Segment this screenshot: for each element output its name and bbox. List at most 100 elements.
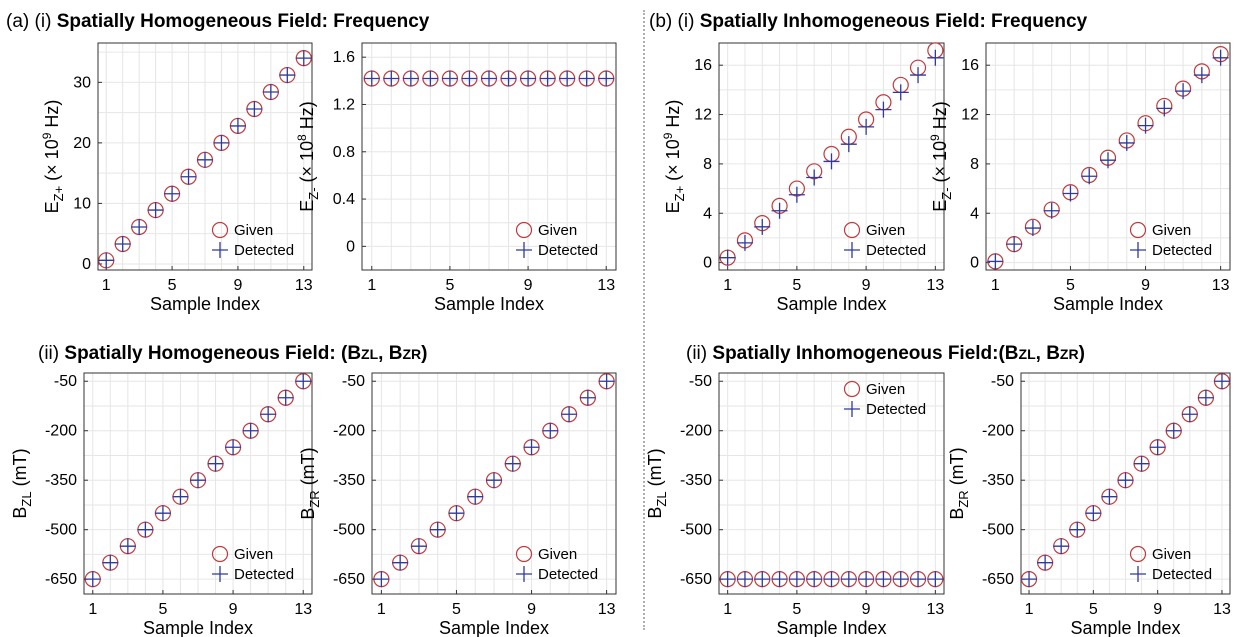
- x-tick-label: 1: [723, 277, 732, 294]
- legend: Given Detected: [211, 221, 294, 259]
- detected-point: [1197, 389, 1214, 406]
- detected-point: [927, 571, 944, 588]
- x-tick-label: 1: [723, 601, 732, 618]
- detected-point: [561, 406, 578, 423]
- detected-point: [858, 571, 875, 588]
- detected-point: [1165, 422, 1182, 439]
- y-axis-label: BZR (mT): [947, 447, 971, 519]
- detected-point: [295, 50, 312, 67]
- x-tick-label: 5: [792, 277, 801, 294]
- x-axis-label: Sample Index: [143, 618, 253, 637]
- detected-point: [987, 253, 1004, 270]
- detected-point: [1156, 100, 1173, 117]
- section-sub-label: (i): [34, 11, 52, 32]
- x-tick-label: 9: [233, 277, 242, 294]
- x-tick-label: 13: [926, 277, 944, 294]
- legend-label: Given: [1152, 546, 1191, 563]
- x-axis-label: Sample Index: [776, 294, 886, 314]
- x-tick-label: 5: [792, 601, 801, 618]
- detected-point: [1101, 488, 1118, 505]
- detected-point: [1081, 168, 1098, 185]
- legend-label: Given: [1152, 222, 1191, 239]
- plot-frame: [718, 372, 945, 595]
- x-axis-label: Sample Index: [776, 618, 886, 637]
- detected-point: [771, 202, 788, 219]
- detected-point: [910, 67, 927, 84]
- legend-label: Given: [234, 222, 273, 239]
- detected-point: [504, 455, 521, 472]
- detected-point: [579, 389, 596, 406]
- detected-point: [788, 571, 805, 588]
- x-tick-label: 13: [1213, 601, 1231, 618]
- section-sub-label: (ii): [686, 343, 708, 364]
- detected-point: [164, 185, 181, 202]
- detected-point: [154, 505, 171, 522]
- detected-point: [910, 571, 927, 588]
- detected-point: [461, 70, 478, 87]
- section-title-a-ii: (ii) Spatially Homogeneous Field: (BZL, …: [38, 342, 427, 366]
- x-tick-label: 13: [597, 277, 615, 294]
- detected-point: [1149, 439, 1166, 456]
- chart-b-ii-2: 1 5 9 13 -650 -500 -350 -200 -50 Sample Index BZR …: [947, 372, 1231, 637]
- y-tick-label: 30: [73, 74, 91, 91]
- plot-frame: [361, 42, 617, 271]
- detected-point: [1175, 83, 1192, 100]
- detected-point: [500, 70, 517, 87]
- detected-point: [1133, 455, 1150, 472]
- chart-a-ii-2: 1 5 9 13 -650 -500 -350 -200 -50 Sample Index BZR …: [298, 372, 617, 637]
- y-tick-label: 8: [703, 156, 712, 173]
- detected-point: [225, 439, 242, 456]
- detected-point: [260, 406, 277, 423]
- detected-point: [858, 118, 875, 135]
- x-tick-label: 5: [1089, 601, 1098, 618]
- plot-frame: [718, 42, 945, 271]
- legend-label: Given: [538, 222, 577, 239]
- legend: Given Detected: [843, 380, 926, 418]
- detected-point: [229, 117, 246, 134]
- legend-label: Given: [234, 546, 273, 563]
- y-tick-label: 4: [970, 205, 979, 222]
- section-title-a-i: (a) (i) Spatially Homogeneous Field: Fre…: [6, 10, 429, 34]
- y-tick-label: -500: [333, 522, 365, 539]
- detected-point: [131, 219, 148, 236]
- legend: Given Detected: [515, 221, 598, 259]
- detected-point: [1043, 202, 1060, 219]
- x-tick-label: 13: [295, 277, 313, 294]
- detected-point: [207, 455, 224, 472]
- y-tick-label: -650: [982, 571, 1014, 588]
- x-tick-label: 1: [88, 601, 97, 618]
- detected-point: [147, 202, 164, 219]
- legend-label: Given: [538, 546, 577, 563]
- detected-point: [559, 70, 576, 87]
- detected-point: [598, 373, 615, 390]
- y-tick-label: -500: [45, 522, 77, 539]
- y-tick-label: -50: [991, 373, 1014, 390]
- detected-point: [736, 571, 753, 588]
- detected-point: [754, 571, 771, 588]
- y-tick-label: -200: [45, 423, 77, 440]
- x-tick-label: 13: [294, 601, 312, 618]
- detected-point: [719, 571, 736, 588]
- legend: Given Detected: [1129, 221, 1212, 259]
- x-tick-label: 1: [1025, 601, 1034, 618]
- y-tick-label: -500: [982, 522, 1014, 539]
- detected-point: [1062, 185, 1079, 202]
- detected-point: [392, 554, 409, 571]
- y-tick-label: 0: [346, 238, 355, 255]
- legend-label: Detected: [1152, 566, 1212, 583]
- legend-label: Detected: [538, 242, 598, 259]
- legend-label: Detected: [538, 566, 598, 583]
- legend-circle-icon: [515, 545, 533, 563]
- legend: Given Detected: [1129, 545, 1212, 583]
- plot-frame: [371, 372, 617, 595]
- detected-point: [1118, 134, 1135, 151]
- detected-point: [1137, 117, 1154, 134]
- section-title-text: Spatially Inhomogeneous Field: Frequency: [699, 11, 1088, 32]
- detected-point: [262, 84, 279, 101]
- y-axis-label: EZ- (× 108 Hz): [295, 101, 321, 212]
- detected-point: [875, 101, 892, 118]
- x-tick-label: 13: [598, 601, 616, 618]
- x-tick-label: 5: [168, 277, 177, 294]
- y-tick-label: -650: [680, 571, 712, 588]
- legend-plus-icon: [212, 566, 228, 582]
